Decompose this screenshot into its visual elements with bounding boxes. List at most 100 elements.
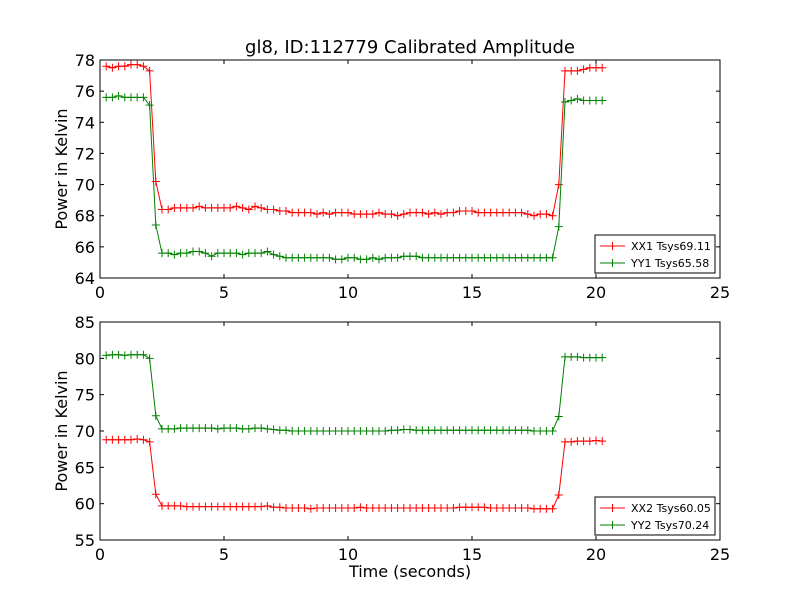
y-tick-label: 60 [75,495,95,514]
data-point [412,252,421,261]
data-point [573,66,582,75]
x-tick-label: 5 [219,283,229,302]
y-tick-label: 72 [75,144,95,163]
data-point [554,412,563,421]
legend-marker [608,242,617,250]
data-point [368,210,377,219]
data-point [598,96,607,105]
data-point [139,350,148,359]
data-point [151,221,160,230]
axes-frame [99,59,721,279]
data-point [598,353,607,362]
data-point [145,437,154,446]
y-tick-label: 68 [75,207,95,226]
data-point [548,427,557,435]
legend-label: XX1 Tsys69.11 [631,240,711,253]
data-point [573,352,582,361]
data-point [195,247,204,256]
x-tick-label: 0 [95,545,105,564]
y-axis-label: Power in Kelvin [52,370,71,491]
data-point [145,66,154,75]
data-point [548,253,557,262]
data-point [232,424,241,433]
y-tick-label: 65 [75,458,95,477]
data-point [114,350,123,359]
series-yy2 [102,350,607,435]
data-point [275,503,284,512]
data-point [108,63,117,72]
x-tick-label: 10 [338,545,358,564]
x-tick-label: 20 [586,545,606,564]
y-tick-label: 70 [75,176,95,195]
data-point [306,504,315,513]
data-point [375,255,383,264]
data-point [523,504,532,513]
data-point [356,503,365,512]
x-tick-label: 5 [219,545,229,564]
data-point [269,250,278,259]
data-point [567,437,576,446]
data-point [127,435,135,444]
x-tick-label: 25 [710,545,730,564]
data-point [139,62,148,71]
data-point [275,252,284,261]
legend: XX2 Tsys60.05 YY2 Tsys70.24 [594,496,716,536]
data-point [387,210,396,219]
data-point [344,208,352,217]
data-point [164,205,173,214]
data-point [567,96,576,105]
series-xx1 [102,60,607,220]
data-point [263,424,272,433]
y-tick-label: 76 [75,82,95,101]
series-yy1 [102,91,607,264]
data-point [399,210,408,219]
data-point [523,210,532,219]
data-point [207,424,216,433]
y-tick-label: 74 [75,113,95,132]
data-point [306,208,315,217]
data-point [393,426,402,435]
data-point [530,211,538,220]
data-point [145,101,154,110]
data-point [176,501,185,510]
legend-marker [608,521,617,529]
data-point [269,425,278,434]
data-point [226,203,235,212]
data-point [548,504,557,513]
data-point [213,424,222,433]
data-point [114,91,123,100]
y-axis-label: Power in Kelvin [52,108,71,229]
data-point [393,211,402,220]
data-point [381,427,390,435]
data-point [257,203,266,212]
data-point [573,94,582,103]
legend-marker [608,259,617,267]
data-point [579,65,588,74]
y-tick-label: 70 [75,422,95,441]
data-point [598,63,607,72]
y-tick-label: 78 [75,51,95,70]
data-point [523,426,532,435]
y-tick-label: 66 [75,238,95,257]
data-point [102,62,111,71]
data-point [468,207,476,216]
data-point [325,253,334,262]
data-point [257,502,266,511]
data-point [362,255,371,264]
data-point [319,208,328,217]
data-point [151,490,160,499]
legend: XX1 Tsys69.11 YY1 Tsys65.58 [594,234,716,274]
x-tick-label: 25 [710,283,730,302]
data-point [120,62,129,71]
bottom-chart-panel: 0 5 10 15 20 25 55 60 65 70 75 80 85 Power in Kelvin T… [52,313,730,581]
data-point [263,501,272,510]
data-point [238,203,247,212]
data-point [300,504,309,513]
data-point [542,210,551,219]
data-point [350,504,359,513]
series-xx2 [102,434,607,513]
data-point [554,180,563,189]
data-point [418,208,427,217]
data-point [350,253,359,262]
